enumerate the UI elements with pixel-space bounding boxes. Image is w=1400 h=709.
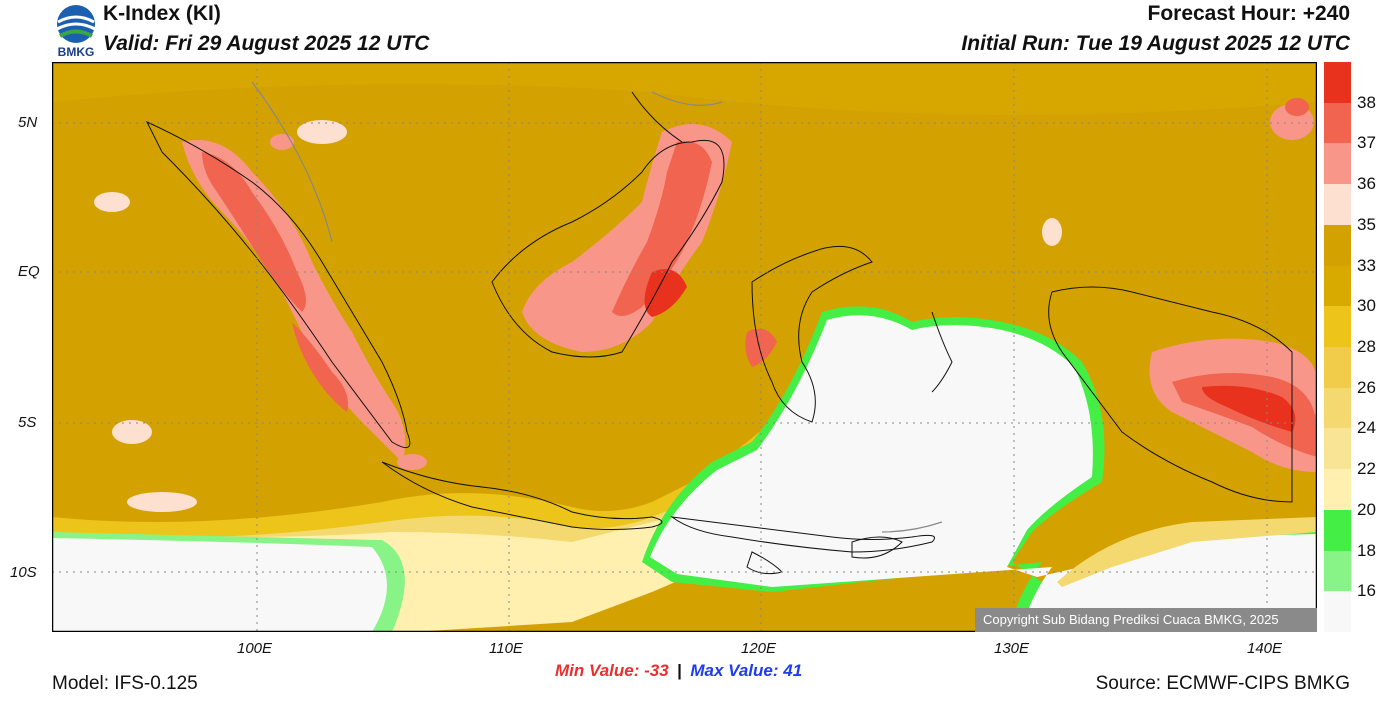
colorbar-labels: 38 37 36 35 33 30 28 26 24 22 20 18 16 <box>1357 62 1397 632</box>
colorbar-swatch <box>1324 306 1351 348</box>
valid-time: Valid: Fri 29 August 2025 12 UTC <box>103 32 430 55</box>
k-index-map <box>52 62 1317 632</box>
lat-label-5s: 5S <box>18 414 37 431</box>
colorbar-swatch <box>1324 224 1351 267</box>
map-title: K-Index (KI) <box>103 2 221 25</box>
copyright-box: Copyright Sub Bidang Prediksi Cuaca BMKG… <box>975 608 1317 632</box>
colorbar-swatch <box>1324 62 1351 104</box>
lon-label-110e: 110E <box>489 640 523 657</box>
lat-label-5n: 5N <box>18 114 38 131</box>
minmax-separator: | <box>677 661 682 680</box>
colorbar-label: 37 <box>1357 133 1376 153</box>
colorbar-swatch <box>1324 265 1351 307</box>
forecast-hour: Forecast Hour: +240 <box>1147 2 1351 25</box>
colorbar-swatch <box>1324 184 1351 226</box>
max-value: Max Value: 41 <box>690 661 803 680</box>
bmkg-logo: BMKG <box>52 2 100 60</box>
colorbar-swatch <box>1324 143 1351 185</box>
copyright-text: Copyright Sub Bidang Prediksi Cuaca BMKG… <box>983 612 1279 627</box>
initial-run: Initial Run: Tue 19 August 2025 12 UTC <box>961 32 1350 55</box>
colorbar-label: 35 <box>1357 214 1376 234</box>
colorbar-swatches <box>1324 62 1351 633</box>
lon-label-120e: 120E <box>741 640 777 657</box>
colorbar-swatch <box>1324 591 1351 633</box>
logo-text: BMKG <box>57 45 95 59</box>
lat-label-eq: EQ <box>18 263 40 280</box>
colorbar-label: 22 <box>1357 459 1376 479</box>
lat-label-10s: 10S <box>10 564 37 581</box>
colorbar-label: 28 <box>1357 337 1376 356</box>
colorbar <box>1324 62 1351 633</box>
colorbar-label: 18 <box>1357 540 1376 560</box>
colorbar-label: 33 <box>1357 255 1376 275</box>
colorbar-swatch <box>1324 347 1351 389</box>
colorbar-label: 24 <box>1357 418 1376 438</box>
colorbar-swatch <box>1324 469 1351 511</box>
colorbar-swatch <box>1324 428 1351 470</box>
colorbar-label: 20 <box>1357 499 1376 519</box>
colorbar-label: 36 <box>1357 174 1376 194</box>
map-panel: Copyright Sub Bidang Prediksi Cuaca BMKG… <box>52 62 1317 632</box>
colorbar-label: 16 <box>1357 581 1376 601</box>
colorbar-swatch <box>1324 550 1351 592</box>
colorbar-label: 26 <box>1357 377 1376 397</box>
colorbar-swatch <box>1324 102 1351 144</box>
colorbar-swatch <box>1324 509 1351 552</box>
model-label: Model: IFS-0.125 <box>52 673 198 694</box>
min-value: Min Value: -33 <box>555 661 669 680</box>
source-label: Source: ECMWF-CIPS BMKG <box>1095 673 1350 694</box>
lon-label-100e: 100E <box>237 640 273 657</box>
colorbar-swatch <box>1324 387 1351 429</box>
bmkg-emblem-icon <box>56 5 96 43</box>
lon-label-130e: 130E <box>994 640 1030 657</box>
min-max-row: Min Value: -33 | Max Value: 41 <box>555 661 802 681</box>
lon-label-140e: 140E <box>1247 640 1283 657</box>
colorbar-label: 30 <box>1357 296 1376 316</box>
colorbar-label: 38 <box>1357 92 1376 112</box>
